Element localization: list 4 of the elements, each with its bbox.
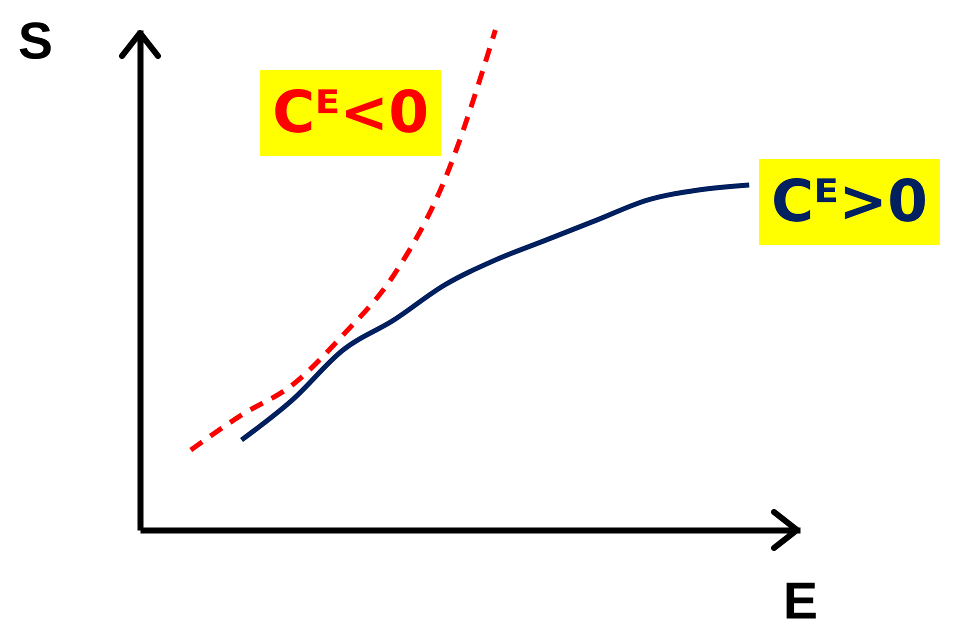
series-label: Cᴱ<0 <box>260 70 441 156</box>
x-axis-title: E <box>783 572 818 627</box>
series-label: Cᴱ>0 <box>759 159 940 245</box>
y-axis-title: S <box>18 12 53 70</box>
